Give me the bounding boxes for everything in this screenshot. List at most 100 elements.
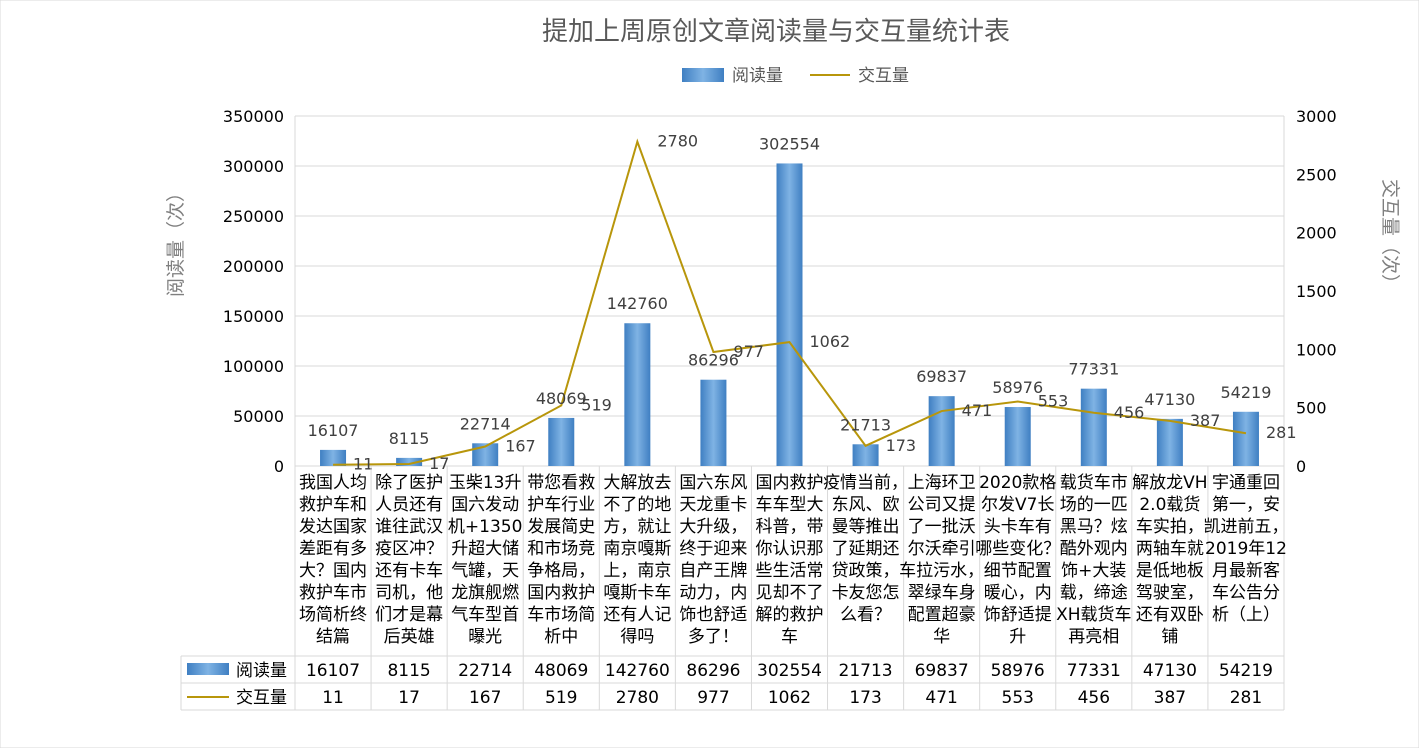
category-label: 疫情当前，东风、欧曼等推出了延期还贷政策，卡友您怎么看？ xyxy=(823,473,908,625)
table-row-label: 阅读量 xyxy=(236,661,287,681)
y-right-tick: 500 xyxy=(1296,399,1327,418)
table-cell: 302554 xyxy=(757,661,822,681)
table-cell: 54219 xyxy=(1219,661,1273,681)
bar xyxy=(1004,407,1031,466)
table-cell: 142760 xyxy=(605,661,670,681)
y-right-tick: 3000 xyxy=(1296,107,1337,126)
line-value-label: 281 xyxy=(1266,423,1297,442)
table-row-label: 交互量 xyxy=(236,688,287,708)
bar xyxy=(1080,388,1107,466)
category-label: 大解放去不了的地方，就让南京嘎斯上，南京嘎斯卡车还有人记得吗 xyxy=(603,473,671,647)
category-label: 载货车市场的一匹黑马？炫酷外观内饰+大装载，缔途 XH载货车再亮相 xyxy=(1056,473,1131,647)
bar xyxy=(700,379,727,466)
y-axis-right-label: 交互量（次） xyxy=(1379,179,1401,293)
line-value-label: 2780 xyxy=(657,132,698,151)
y-right-tick: 1000 xyxy=(1296,340,1337,359)
bar-value-label: 54219 xyxy=(1221,383,1272,402)
bar xyxy=(1232,411,1259,466)
y-left-tick: 100000 xyxy=(223,357,284,376)
line-value-label: 167 xyxy=(505,437,536,456)
table-cell: 47130 xyxy=(1143,661,1197,681)
legend-bar-label: 阅读量 xyxy=(732,66,783,86)
y-left-tick: 200000 xyxy=(223,257,284,276)
bar-value-label: 16107 xyxy=(308,421,359,440)
table-cell: 11 xyxy=(322,688,344,708)
line-value-label: 977 xyxy=(733,342,764,361)
bar-value-label: 8115 xyxy=(389,429,430,448)
table-cell: 977 xyxy=(697,688,729,708)
category-label: 国六东风天龙重卡大升级，终于迎来自产王牌动力，内饰也舒适多了！ xyxy=(679,473,747,647)
category-label: 上海环卫公司又提了一批沃尔沃牵引车拉污水，翠绿车身配置超豪华 xyxy=(899,473,984,647)
category-label: 宇通重回第一，安凯进前五， 2019年12 月最新客车公告分析（上） xyxy=(1203,473,1288,625)
table-cell: 17 xyxy=(398,688,420,708)
y-left-tick: 300000 xyxy=(223,157,284,176)
table-cell: 86296 xyxy=(686,661,740,681)
bar xyxy=(320,449,347,466)
legend: 阅读量 交互量 xyxy=(682,66,909,86)
bar-value-label: 142760 xyxy=(607,294,668,313)
y-right-tick: 2000 xyxy=(1296,224,1337,243)
bar-value-label: 21713 xyxy=(840,415,891,434)
line-value-label: 553 xyxy=(1038,391,1069,410)
table-cell: 2780 xyxy=(616,688,659,708)
bar-value-label: 69837 xyxy=(916,367,967,386)
table-cell: 1062 xyxy=(768,688,811,708)
data-table: 我国人均救护车和发达国家差距有多大？国内救护车市场简析终结篇除了医护人员还有谁往… xyxy=(180,466,1288,711)
table-cell: 58976 xyxy=(991,661,1045,681)
y-ticks: 0 50000 100000 150000 200000 250000 300000 3500… xyxy=(223,107,1337,476)
table-cell: 167 xyxy=(469,688,501,708)
bar-value-label: 302554 xyxy=(759,134,820,153)
data-labels: 16107 8115 22714 48069 142760 86296 302554 2171… xyxy=(308,132,1297,474)
line-value-label: 1062 xyxy=(810,332,851,351)
legend-line-label: 交互量 xyxy=(858,66,909,86)
category-label: 2020款格尔发V7长头卡车有哪些变化？细节配置暖心，内饰舒适提升 xyxy=(975,473,1060,647)
line-value-label: 11 xyxy=(353,455,373,474)
category-label: 带您看救护车行业发展简史和市场竞争格局，国内救护车市场简析中 xyxy=(527,473,595,647)
y-left-tick: 50000 xyxy=(233,407,284,426)
table-cell: 281 xyxy=(1230,688,1262,708)
line-value-label: 17 xyxy=(429,454,449,473)
category-label: 国内救护车车型大科普，带你认识那些生活常见却不了解的救护车 xyxy=(756,473,824,647)
bar xyxy=(928,396,955,466)
y-left-tick: 150000 xyxy=(223,307,284,326)
y-left-tick: 350000 xyxy=(223,107,284,126)
legend-bar-swatch xyxy=(682,68,724,82)
bar-value-label: 86296 xyxy=(688,351,739,370)
line-series xyxy=(332,138,1247,466)
chart-title: 提加上周原创文章阅读量与交互量统计表 xyxy=(542,17,1010,47)
bar xyxy=(1156,418,1183,466)
line-value-label: 456 xyxy=(1114,403,1145,422)
table-cell: 48069 xyxy=(534,661,588,681)
table-bar-swatch xyxy=(187,663,229,675)
table-cell: 471 xyxy=(925,688,957,708)
table-cell: 519 xyxy=(545,688,577,708)
table-cell: 77331 xyxy=(1067,661,1121,681)
y-right-tick: 1500 xyxy=(1296,282,1337,301)
table-cell: 553 xyxy=(1002,688,1034,708)
y-right-tick: 2500 xyxy=(1296,165,1337,184)
bar xyxy=(548,417,575,466)
bar xyxy=(624,323,651,466)
bar xyxy=(776,163,803,467)
table-cell: 69837 xyxy=(915,661,969,681)
category-label: 我国人均救护车和发达国家差距有多大？国内救护车市场简析终结篇 xyxy=(299,473,367,647)
y-right-tick: 0 xyxy=(1296,457,1306,476)
category-label: 解放龙VH 2.0载货车实拍，两轴车就是低地板驾驶室，还有双卧铺 xyxy=(1132,473,1207,647)
y-left-tick: 0 xyxy=(274,457,284,476)
table-cell: 8115 xyxy=(387,661,430,681)
bar xyxy=(396,457,423,466)
y-axis-left-label: 阅读量（次） xyxy=(165,183,187,297)
table-cell: 16107 xyxy=(306,661,360,681)
bar-value-label: 48069 xyxy=(536,389,587,408)
bar-value-label: 22714 xyxy=(460,414,511,433)
line-value-label: 387 xyxy=(1190,411,1221,430)
bars xyxy=(320,163,1259,467)
table-cell: 21713 xyxy=(839,661,893,681)
bar-value-label: 77331 xyxy=(1068,360,1119,379)
line-value-label: 173 xyxy=(886,436,917,455)
bar-value-label: 58976 xyxy=(992,378,1043,397)
table-cell: 387 xyxy=(1154,688,1186,708)
bar xyxy=(852,444,879,466)
category-label: 玉柴13升国六发动机+1350 升超大储气罐，天龙旗舰燃气车型首曝光 xyxy=(448,473,523,647)
